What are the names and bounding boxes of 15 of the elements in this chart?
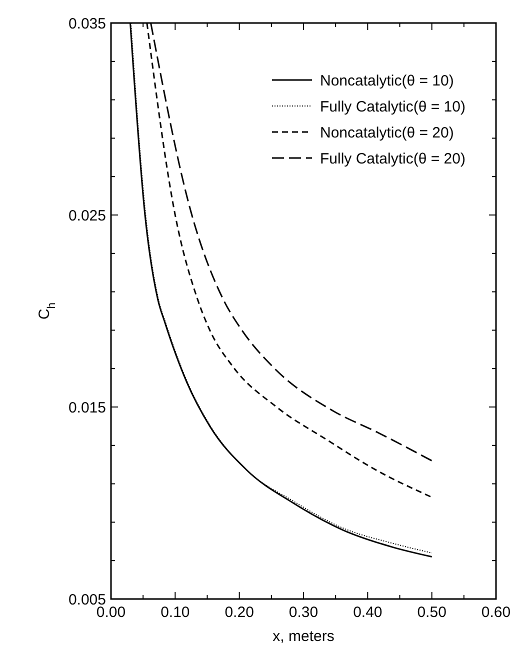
y-tick-label: 0.015 [68, 399, 106, 416]
y-tick-label: 0.035 [68, 15, 106, 32]
legend-label: Fully Catalytic(θ = 10) [320, 98, 466, 116]
y-tick-label: 0.025 [68, 207, 106, 224]
legend-label: Noncatalytic(θ = 10) [320, 72, 454, 90]
x-tick-label: 0.40 [353, 604, 382, 621]
x-axis-title: x, meters [272, 628, 334, 645]
legend-label: Fully Catalytic(θ = 20) [320, 150, 466, 168]
x-tick-label: 0.00 [96, 604, 126, 621]
x-tick-label: 0.50 [417, 604, 446, 621]
legend-label: Noncatalytic(θ = 20) [320, 124, 454, 142]
x-tick-label: 0.20 [224, 604, 254, 621]
x-tick-label: 0.60 [481, 604, 511, 621]
x-tick-label: 0.10 [160, 604, 190, 621]
x-tick-label: 0.30 [288, 604, 318, 621]
